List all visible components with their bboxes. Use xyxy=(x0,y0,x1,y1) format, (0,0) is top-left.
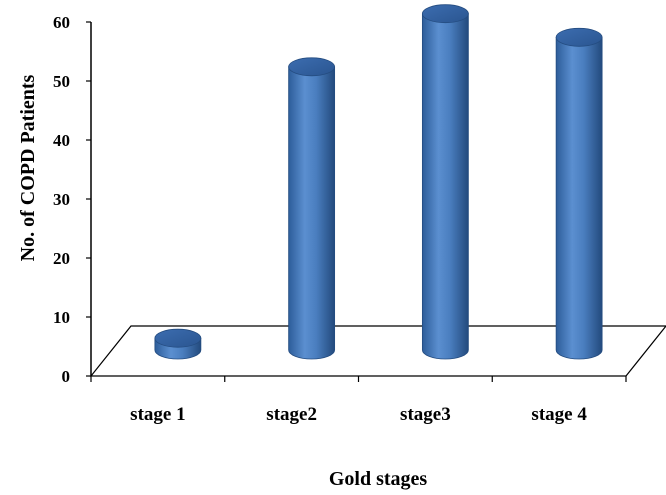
y-ticks: 0 10 20 30 40 50 60 xyxy=(53,13,91,386)
bar-body xyxy=(288,66,336,360)
y-tick-label: 60 xyxy=(53,13,70,32)
y-axis-title: No. of COPD Patients xyxy=(17,74,39,261)
bar-stage3 xyxy=(421,4,469,360)
x-ticks xyxy=(90,376,627,382)
bar-body xyxy=(555,36,603,360)
chart-floor xyxy=(89,325,666,377)
bar-body xyxy=(421,13,469,360)
category-labels: stage 1 stage2 stage3 stage 4 xyxy=(130,404,587,425)
y-tick-label: 10 xyxy=(53,308,70,327)
bar-top xyxy=(421,4,469,24)
x-axis-title: Gold stages xyxy=(329,468,428,490)
y-tick-label: 40 xyxy=(53,131,70,150)
category-label: stage3 xyxy=(400,404,451,425)
y-tick-label: 50 xyxy=(53,72,70,91)
y-tick-label: 20 xyxy=(53,249,70,268)
bar-top xyxy=(288,57,336,77)
bar-top xyxy=(154,328,202,348)
y-tick-label: 0 xyxy=(62,367,71,386)
bar-top xyxy=(555,27,603,47)
category-label: stage 4 xyxy=(531,404,587,425)
bar-stage-4 xyxy=(555,27,603,360)
bar-stage2 xyxy=(288,57,336,360)
bars xyxy=(154,4,603,360)
category-label: stage2 xyxy=(266,404,317,425)
y-tick-label: 30 xyxy=(53,190,70,209)
bar-stage-1 xyxy=(154,328,202,360)
category-label: stage 1 xyxy=(130,404,185,425)
